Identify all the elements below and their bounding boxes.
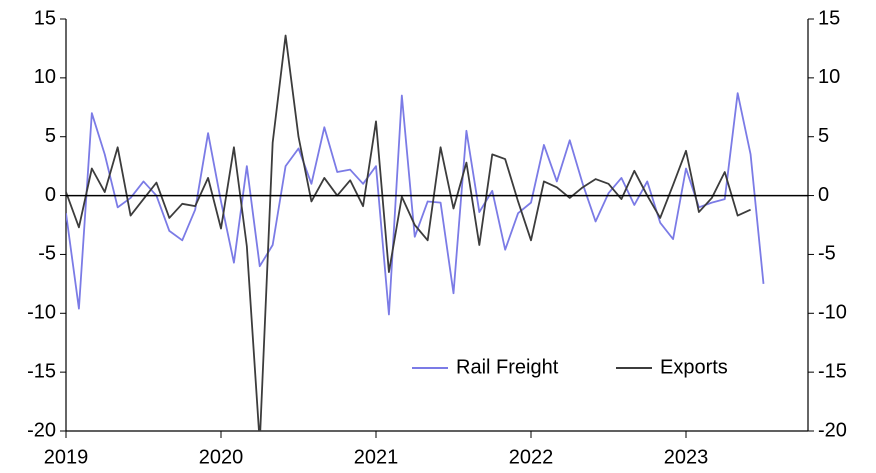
y2-tick-label: -20 (818, 419, 847, 441)
x-tick-label: 2021 (354, 446, 399, 468)
y-tick-label: -5 (38, 243, 56, 265)
y2-tick-label: 10 (818, 66, 840, 88)
y2-tick-label: -5 (818, 243, 836, 265)
y-tick-label: -20 (27, 419, 56, 441)
y2-tick-label: -15 (818, 360, 847, 382)
y2-tick-label: 0 (818, 184, 829, 206)
series-line (66, 34, 751, 431)
series-line (66, 92, 765, 316)
y2-tick-label: 15 (818, 7, 840, 29)
y2-tick-label: -10 (818, 302, 847, 324)
y-tick-label: 5 (45, 125, 56, 147)
x-tick-label: 2022 (509, 446, 554, 468)
y-tick-label: 15 (34, 7, 56, 29)
y-tick-label: -10 (27, 302, 56, 324)
y-tick-label: 10 (34, 66, 56, 88)
x-tick-label: 2023 (664, 446, 709, 468)
legend-label: Rail Freight (456, 356, 559, 378)
x-tick-label: 2020 (199, 446, 244, 468)
legend-label: Exports (660, 356, 728, 378)
y2-tick-label: 5 (818, 125, 829, 147)
y-tick-label: -15 (27, 360, 56, 382)
x-tick-label: 2019 (44, 446, 89, 468)
plot-area (66, 34, 765, 431)
y-tick-label: 0 (45, 184, 56, 206)
